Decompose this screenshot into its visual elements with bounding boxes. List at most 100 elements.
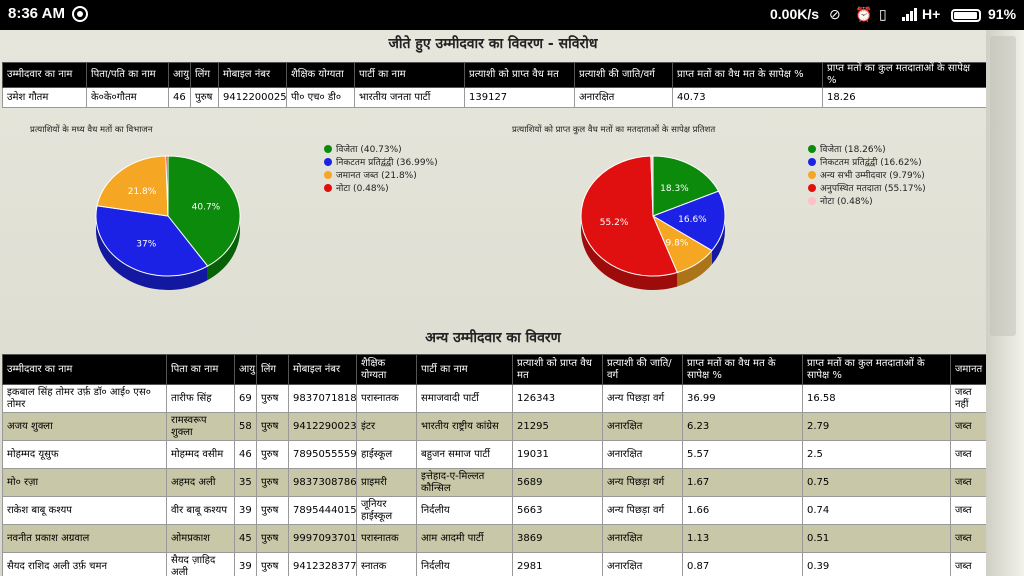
pie-slice-label: 18.3% bbox=[660, 184, 689, 194]
table-cell: 45 bbox=[234, 524, 257, 553]
column-header: प्रत्याशी की जाति/वर्ग bbox=[602, 354, 683, 385]
legend-entry[interactable]: निकटतम प्रतिद्वंद्वी (36.99%) bbox=[324, 155, 438, 168]
table-cell: 2.79 bbox=[802, 412, 951, 441]
table-cell: निर्दलीय bbox=[416, 552, 513, 576]
column-header: पार्टी का नाम bbox=[354, 62, 465, 88]
column-header: प्रत्याशी को प्राप्त वैध मत bbox=[512, 354, 603, 385]
legend-label: अन्य सभी उम्मीदवार (9.79%) bbox=[820, 171, 925, 181]
column-header: प्राप्त मतों का वैध मत के सापेक्ष % bbox=[682, 354, 803, 385]
table-cell: आम आदमी पार्टी bbox=[416, 524, 513, 553]
pie-slice-side bbox=[96, 216, 208, 290]
table-cell: हाईस्कूल bbox=[356, 440, 417, 469]
pie-slice[interactable] bbox=[580, 155, 678, 277]
pie-slice[interactable] bbox=[652, 155, 720, 217]
pie-slice-side bbox=[207, 216, 240, 281]
table-cell: 5.57 bbox=[682, 440, 803, 469]
legend-entry[interactable]: नोटा (0.48%) bbox=[808, 194, 926, 207]
legend-swatch-icon bbox=[808, 196, 816, 205]
left-chart-legend: विजेता (40.73%) निकटतम प्रतिद्वंद्वी (36.… bbox=[324, 142, 438, 194]
table-row: राकेश बाबू कश्यप वीर बाबू कश्यप 39 पुरुष 789… bbox=[2, 496, 986, 525]
legend-label: अनुपस्थित मतदाता (55.17%) bbox=[820, 184, 926, 194]
table-cell: 19031 bbox=[512, 440, 603, 469]
table-row: मो० रज़ा अहमद अली 35 पुरुष 9837308786 प्राइमर… bbox=[2, 468, 986, 497]
legend-swatch-icon bbox=[808, 144, 816, 153]
legend-entry[interactable]: जमानत जब्त (21.8%) bbox=[324, 168, 438, 181]
table-cell: पुरुष bbox=[256, 440, 289, 469]
legend-swatch-icon bbox=[324, 183, 332, 192]
column-header: पार्टी का नाम bbox=[416, 354, 513, 385]
column-header: प्राप्त मतों का वैध मत के सापेक्ष % bbox=[672, 62, 823, 88]
table-cell: अन्य पिछड़ा वर्ग bbox=[602, 496, 683, 525]
table-row: इकबाल सिंह तोमर उर्फ़ डॉ० आई० एस० तोमर ता… bbox=[2, 384, 986, 413]
pie-slice[interactable] bbox=[650, 155, 654, 217]
table-cell: वीर बाबू कश्यप bbox=[166, 496, 235, 525]
pie-slice-label: 40.7% bbox=[192, 203, 221, 213]
table-cell: इंटर bbox=[356, 412, 417, 441]
legend-swatch-icon bbox=[808, 170, 816, 179]
table-cell: बहुजन समाज पार्टी bbox=[416, 440, 513, 469]
table-cell: 9412328377 bbox=[288, 552, 357, 576]
pie-slice[interactable] bbox=[96, 155, 169, 217]
legend-swatch-icon bbox=[324, 170, 332, 179]
table-cell: अन्य पिछड़ा वर्ग bbox=[602, 468, 683, 497]
table-cell: अनारक्षित bbox=[602, 524, 683, 553]
legend-entry[interactable]: विजेता (18.26%) bbox=[808, 142, 926, 155]
table-cell: अजय शुक्ला bbox=[2, 412, 167, 441]
legend-entry[interactable]: निकटतम प्रतिद्वंद्वी (16.62%) bbox=[808, 155, 926, 168]
alarm-icon: ⏰ bbox=[855, 6, 873, 22]
table-cell: पी० एच० डी० bbox=[286, 87, 355, 108]
table-cell: सैयद ज़ाहिद अली bbox=[166, 552, 235, 576]
table-cell: 40.73 bbox=[672, 87, 823, 108]
legend-entry[interactable]: अनुपस्थित मतदाता (55.17%) bbox=[808, 181, 926, 194]
table-cell: अहमद अली bbox=[166, 468, 235, 497]
table-cell: के०के०गौतम bbox=[86, 87, 169, 108]
column-header: प्रत्याशी को प्राप्त वैध मत bbox=[464, 62, 575, 88]
right-chart-title: प्रत्याशियों को प्राप्त कुल वैध मतों का … bbox=[512, 125, 716, 135]
table-cell: पुरुष bbox=[256, 552, 289, 576]
others-table: उम्मीदवार का नाम पिता का नाम आयु लिंग मोबाइल… bbox=[2, 354, 986, 576]
table-cell: 1.66 bbox=[682, 496, 803, 525]
table-cell: अनारक्षित bbox=[602, 552, 683, 576]
table-cell: 1.13 bbox=[682, 524, 803, 553]
table-cell: 139127 bbox=[464, 87, 575, 108]
column-header: जमानत bbox=[950, 354, 986, 385]
column-header: उम्मीदवार का नाम bbox=[2, 354, 167, 385]
clock: 8:36 AM bbox=[8, 5, 65, 22]
left-chart-title: प्रत्याशियों के मध्य वैध मतों का विभाजन bbox=[30, 125, 153, 135]
legend-entry[interactable]: नोटा (0.48%) bbox=[324, 181, 438, 194]
table-cell: अनारक्षित bbox=[602, 440, 683, 469]
winner-section-title: जीते हुए उम्मीदवार का विवरण - सविरोध bbox=[388, 36, 598, 52]
status-bar: 8:36 AM 0.00K/s ⊘ ⏰ ▯ H+ 91% bbox=[0, 0, 1024, 30]
legend-label: जमानत जब्त (21.8%) bbox=[336, 171, 417, 181]
legend-label: नोटा (0.48%) bbox=[820, 197, 873, 207]
pie-slice[interactable] bbox=[165, 155, 169, 217]
table-cell: पुरुष bbox=[256, 468, 289, 497]
pie-slice[interactable] bbox=[95, 205, 209, 277]
table-cell: अन्य पिछड़ा वर्ग bbox=[602, 384, 683, 413]
pie-slice[interactable] bbox=[651, 190, 726, 252]
table-cell: 2981 bbox=[512, 552, 603, 576]
legend-entry[interactable]: अन्य सभी उम्मीदवार (9.79%) bbox=[808, 168, 926, 181]
table-cell: 58 bbox=[234, 412, 257, 441]
legend-entry[interactable]: विजेता (40.73%) bbox=[324, 142, 438, 155]
table-cell: इत्तेहाद-ए-मिल्लत कौन्सिल bbox=[416, 468, 513, 497]
legend-swatch-icon bbox=[324, 157, 332, 166]
table-cell: 9837308786 bbox=[288, 468, 357, 497]
table-cell: 5689 bbox=[512, 468, 603, 497]
legend-swatch-icon bbox=[808, 157, 816, 166]
winner-table: उम्मीदवार का नाम पिता/पति का नाम आयु लिंग मो… bbox=[2, 62, 986, 108]
column-header: उम्मीदवार का नाम bbox=[2, 62, 87, 88]
table-cell: अनारक्षित bbox=[602, 412, 683, 441]
pie-slice-label: 55.2% bbox=[600, 218, 629, 228]
whatsapp-notification-icon bbox=[72, 6, 88, 22]
table-cell: पुरुष bbox=[256, 384, 289, 413]
scrollbar-thumb[interactable] bbox=[990, 36, 1016, 336]
table-cell: उमेश गौतम bbox=[2, 87, 87, 108]
table-cell: 69 bbox=[234, 384, 257, 413]
legend-label: निकटतम प्रतिद्वंद्वी (16.62%) bbox=[820, 158, 922, 168]
table-cell: सैयद राशिद अली उर्फ़ चमन bbox=[2, 552, 167, 576]
table-cell: जब्त bbox=[950, 468, 986, 497]
scrollbar[interactable] bbox=[986, 30, 1024, 576]
winner-table-row: उमेश गौतम के०के०गौतम 46 पुरुष 9412200025 पी० … bbox=[2, 87, 986, 108]
left-pie-chart: 40.7% 37% 21.8% bbox=[95, 155, 241, 290]
